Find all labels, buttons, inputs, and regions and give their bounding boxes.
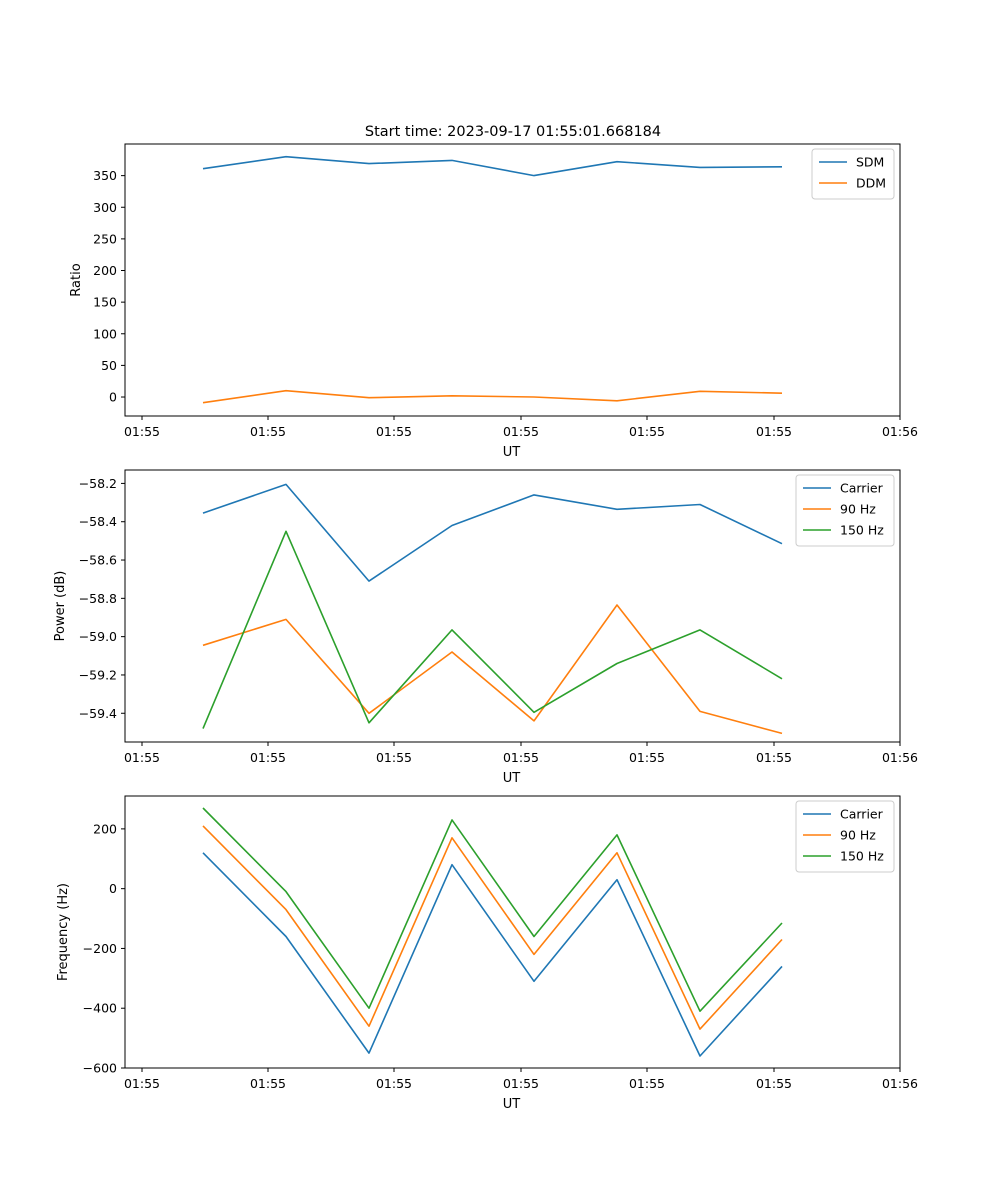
x-tick-label: 01:55 xyxy=(376,424,412,439)
series-line-90-hz xyxy=(202,604,783,735)
x-tick-label: 01:55 xyxy=(503,750,539,765)
y-axis-label: Power (dB) xyxy=(53,571,68,642)
chart-panel-2: 01:55 01:55 01:55 01:55 01:55 01:55 01:56 −58.2… xyxy=(53,469,918,786)
y-tick-label: −200 xyxy=(83,941,117,956)
legend: SDM DDM xyxy=(811,148,895,200)
chart-panel-1: 01:55 01:55 01:55 01:55 01:55 01:55 01:56 0 50 10… xyxy=(69,143,918,460)
series-line-150-hz xyxy=(202,530,783,729)
y-tick-label: 300 xyxy=(93,200,117,215)
y-tick-label: 100 xyxy=(93,326,117,341)
x-tick-label: 01:55 xyxy=(250,1076,286,1091)
legend-box xyxy=(795,474,895,547)
x-tick-label: 01:55 xyxy=(503,424,539,439)
x-tick-label: 01:55 xyxy=(124,424,160,439)
x-tick-label: 01:55 xyxy=(756,1076,792,1091)
y-tick-label: −58.6 xyxy=(79,553,117,568)
chart-panel-3: 01:55 01:55 01:55 01:55 01:55 01:55 01:56 200 0 −… xyxy=(56,795,918,1112)
x-tick-label: 01:55 xyxy=(629,750,665,765)
series-line-sdm xyxy=(202,155,783,177)
legend-label: 90 Hz xyxy=(840,828,876,843)
series-line-carrier xyxy=(202,483,783,582)
x-tick-label: 01:55 xyxy=(250,424,286,439)
legend-label: Carrier xyxy=(840,481,884,496)
x-axis-label: UT xyxy=(503,445,521,460)
legend: Carrier 90 Hz 150 Hz xyxy=(795,800,895,873)
y-tick-label: 150 xyxy=(93,295,117,310)
legend: Carrier 90 Hz 150 Hz xyxy=(795,474,895,547)
y-axis-label: Ratio xyxy=(69,263,84,296)
legend-label: 150 Hz xyxy=(840,849,884,864)
series-line-150-hz xyxy=(202,807,783,1013)
x-tick-label: 01:55 xyxy=(756,424,792,439)
x-tick-label: 01:55 xyxy=(376,750,412,765)
x-tick-label: 01:56 xyxy=(882,1076,918,1091)
axes-frame xyxy=(124,469,901,743)
y-tick-label: −400 xyxy=(83,1001,117,1016)
y-tick-label: 200 xyxy=(93,821,117,836)
legend-label: 90 Hz xyxy=(840,502,876,517)
series-line-ddm xyxy=(202,389,783,404)
y-tick-label: 250 xyxy=(93,231,117,246)
x-tick-label: 01:55 xyxy=(629,1076,665,1091)
y-tick-label: −58.8 xyxy=(79,591,117,606)
y-tick-label: −58.2 xyxy=(79,476,117,491)
x-tick-label: 01:56 xyxy=(882,750,918,765)
y-tick-label: −58.4 xyxy=(79,514,117,529)
x-tick-label: 01:55 xyxy=(376,1076,412,1091)
y-tick-label: 200 xyxy=(93,263,117,278)
legend-label: Carrier xyxy=(840,807,884,822)
x-axis-label: UT xyxy=(503,771,521,786)
y-tick-label: −600 xyxy=(83,1061,117,1076)
axes-frame xyxy=(124,143,901,417)
y-tick-label: −59.0 xyxy=(79,629,117,644)
series-line-carrier xyxy=(202,852,783,1057)
y-tick-label: −59.2 xyxy=(79,667,117,682)
x-tick-label: 01:55 xyxy=(250,750,286,765)
axes-frame xyxy=(124,795,901,1069)
y-axis-label: Frequency (Hz) xyxy=(56,883,71,981)
y-tick-label: 0 xyxy=(109,881,117,896)
x-tick-label: 01:56 xyxy=(882,424,918,439)
legend-label: SDM xyxy=(856,155,884,170)
y-tick-label: 50 xyxy=(101,358,117,373)
y-tick-label: 350 xyxy=(93,168,117,183)
series-line-90-hz xyxy=(202,825,783,1030)
x-tick-label: 01:55 xyxy=(124,750,160,765)
y-tick-label: 0 xyxy=(109,390,117,405)
legend-box xyxy=(795,800,895,873)
x-tick-label: 01:55 xyxy=(756,750,792,765)
y-tick-label: −59.4 xyxy=(79,706,117,721)
x-axis-label: UT xyxy=(503,1097,521,1112)
x-tick-label: 01:55 xyxy=(124,1076,160,1091)
x-tick-label: 01:55 xyxy=(503,1076,539,1091)
legend-label: 150 Hz xyxy=(840,523,884,538)
figure-title: Start time: 2023-09-17 01:55:01.668184 xyxy=(365,124,661,140)
x-tick-label: 01:55 xyxy=(629,424,665,439)
legend-label: DDM xyxy=(856,176,886,191)
